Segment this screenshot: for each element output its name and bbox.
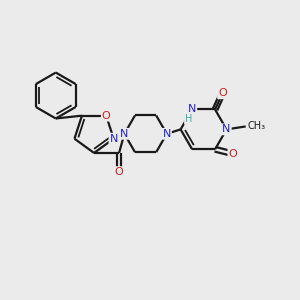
Text: O: O [228, 149, 237, 159]
Text: N: N [163, 129, 171, 139]
Text: N: N [188, 104, 196, 115]
Text: O: O [115, 167, 124, 177]
Text: O: O [218, 88, 227, 98]
Text: CH₃: CH₃ [247, 122, 265, 131]
Text: O: O [102, 111, 110, 121]
Text: N: N [120, 129, 129, 139]
Text: H: H [185, 114, 192, 124]
Text: N: N [110, 134, 118, 144]
Text: N: N [222, 124, 231, 134]
